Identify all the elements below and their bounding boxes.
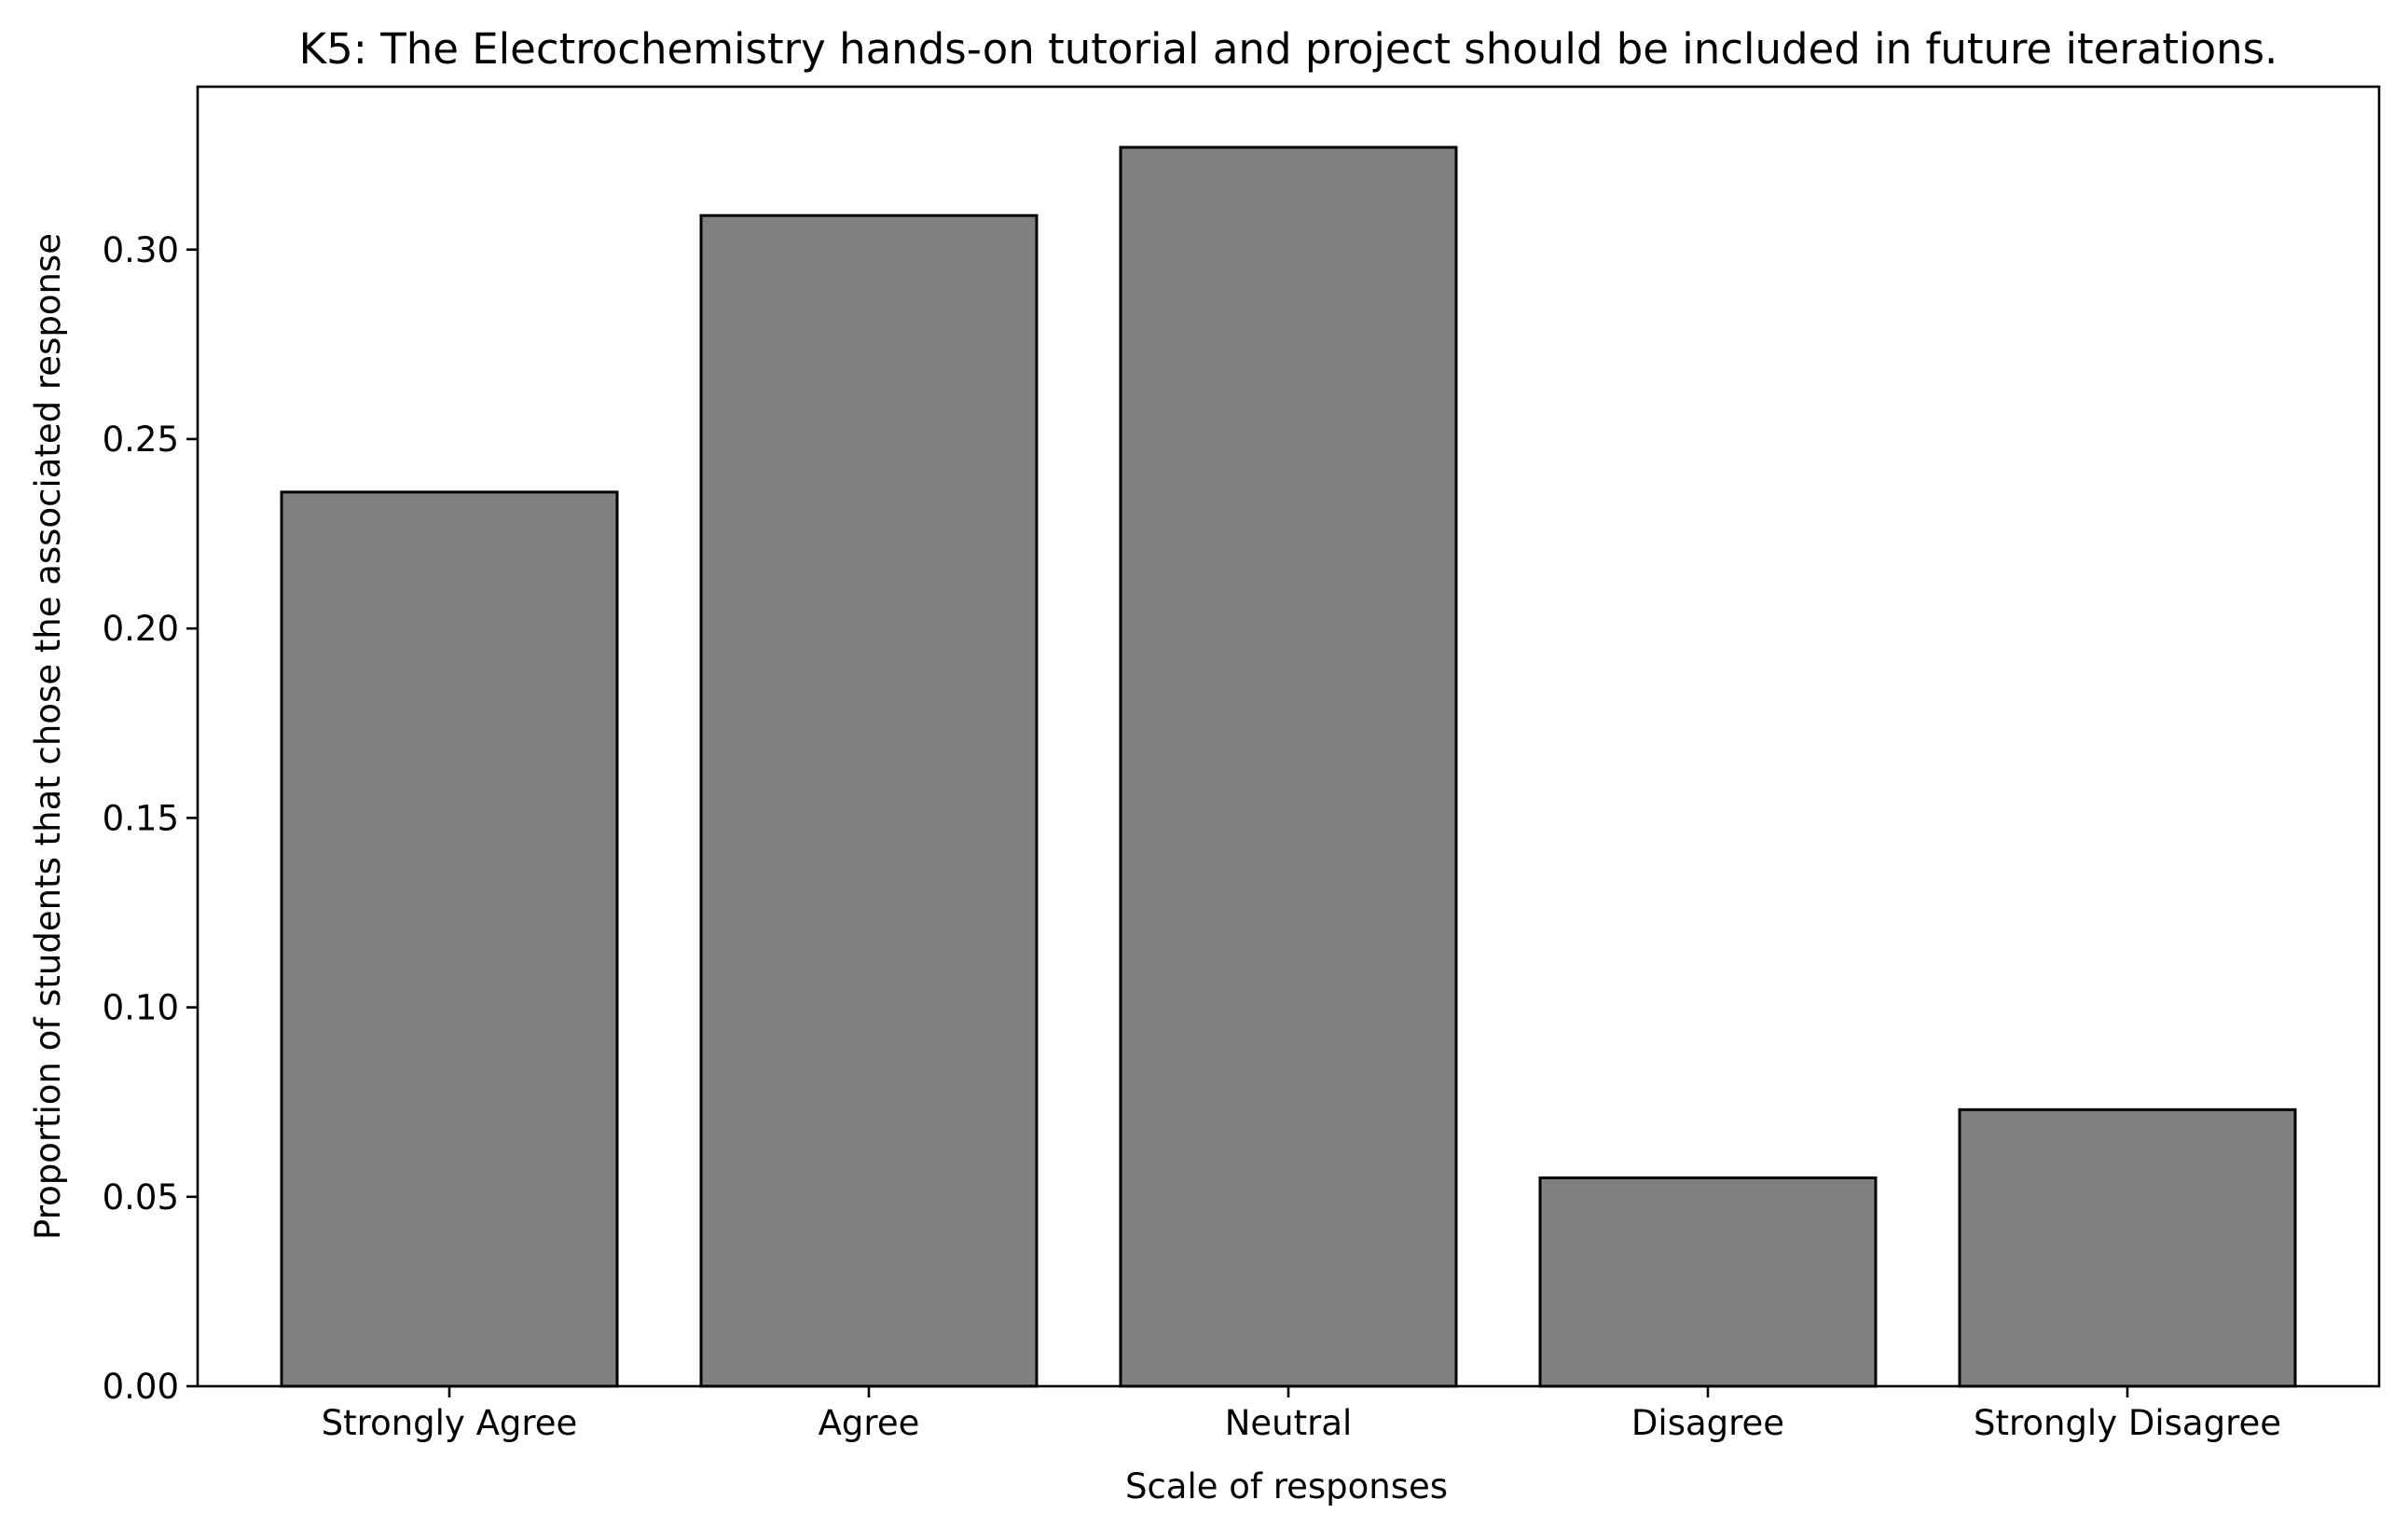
bar-agree [699, 213, 1039, 1388]
x-axis-ticks: Strongly Agree Agree Neutral Disagree Strong… [322, 1386, 2281, 1443]
bars-layer [280, 145, 2297, 1388]
y-axis-ticks: 0.00 0.05 0.10 0.15 0.20 0.25 0.30 [103, 230, 198, 1407]
y-tick-label: 0.25 [103, 420, 179, 460]
bar-strongly-disagree [1958, 1107, 2297, 1388]
bar-strongly-agree [280, 490, 619, 1388]
x-tick-label: Disagree [1631, 1403, 1784, 1443]
x-tick-label: Agree [819, 1403, 920, 1443]
bar-neutral [1119, 145, 1458, 1388]
y-tick-label: 0.30 [103, 230, 179, 270]
plot-area-frame [196, 85, 2381, 1388]
y-tick-label: 0.15 [103, 798, 179, 838]
x-tick-label: Strongly Disagree [1974, 1403, 2281, 1443]
x-axis-label: Scale of responses [1125, 1466, 1448, 1506]
y-tick-label: 0.10 [103, 988, 179, 1028]
y-axis-label: Proportion of students that chose the as… [28, 233, 68, 1240]
y-tick-label: 0.05 [103, 1177, 179, 1217]
x-tick-label: Strongly Agree [322, 1403, 578, 1443]
y-tick-label: 0.20 [103, 609, 179, 649]
bar-disagree [1538, 1176, 1878, 1388]
chart-title: K5: The Electrochemistry hands-on tutori… [299, 24, 2278, 74]
x-tick-label: Neutral [1225, 1403, 1353, 1443]
y-tick-label: 0.00 [103, 1367, 179, 1407]
